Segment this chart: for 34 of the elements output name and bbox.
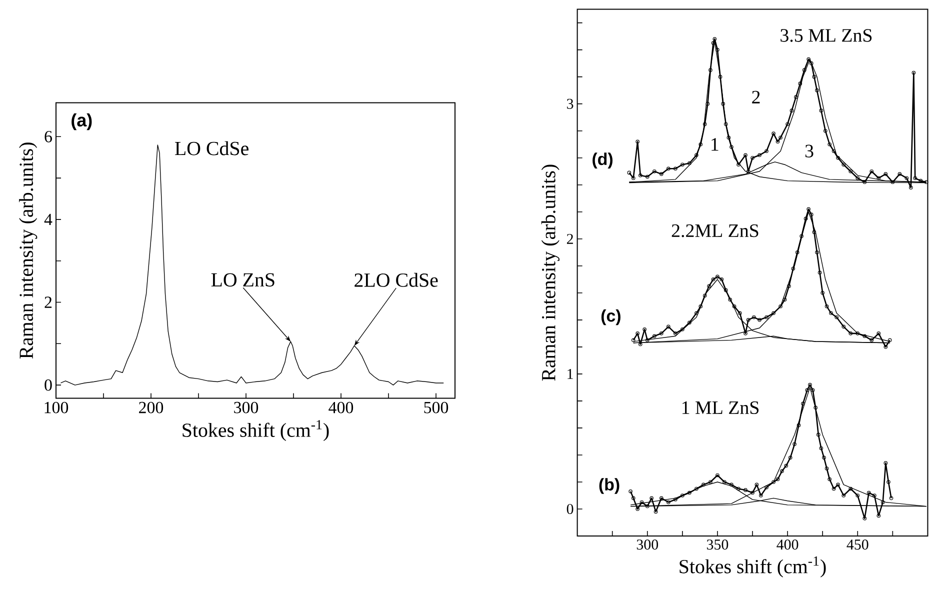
y-axis-title: Raman intensity (arb.units) xyxy=(19,142,38,359)
annotation: (b) xyxy=(599,478,620,494)
annotation: 1 ML ZnS xyxy=(682,401,759,414)
y-tick-label: 0 xyxy=(566,504,574,514)
annotation: LO ZnS xyxy=(211,273,274,287)
annotation: 3 xyxy=(805,144,814,158)
annotation: 3.5 ML ZnS xyxy=(780,29,872,42)
y-axis-title: Raman intensity (arb.units) xyxy=(541,164,560,381)
y-tick-label: 2 xyxy=(566,234,573,244)
x-tick-label: 500 xyxy=(424,402,448,414)
y-tick-label: 2 xyxy=(44,296,52,308)
y-tick-label: 4 xyxy=(44,214,52,226)
x-tick-label: 100 xyxy=(44,402,68,414)
annotation: 2 xyxy=(752,90,760,104)
x-tick-label: 400 xyxy=(328,402,354,414)
x-axis-title: Stokes shift (cm$^{-1}$) xyxy=(182,420,329,442)
annotation: 2LO CdSe xyxy=(354,272,438,287)
y-tick-label: 0 xyxy=(44,379,52,391)
x-tick-label: 350 xyxy=(706,540,728,550)
x-axis-title: Stokes shift (cm$^{-1}$) xyxy=(680,556,826,578)
annotation: 1 xyxy=(712,138,718,151)
x-tick-label: 300 xyxy=(636,540,658,550)
y-tick-label: 6 xyxy=(44,130,52,142)
x-tick-label: 450 xyxy=(846,540,868,550)
y-tick-label: 1 xyxy=(568,369,573,379)
annotation: (a) xyxy=(72,113,92,130)
annotation: LO CdSe xyxy=(175,141,248,156)
x-tick-label: 200 xyxy=(139,402,164,414)
annotation: (d) xyxy=(592,152,613,168)
annotation: 2.2ML ZnS xyxy=(672,224,758,238)
x-tick-label: 400 xyxy=(776,540,798,550)
x-tick-label: 300 xyxy=(234,402,258,414)
y-tick-label: 3 xyxy=(567,98,574,109)
annotation: (c) xyxy=(601,309,620,326)
